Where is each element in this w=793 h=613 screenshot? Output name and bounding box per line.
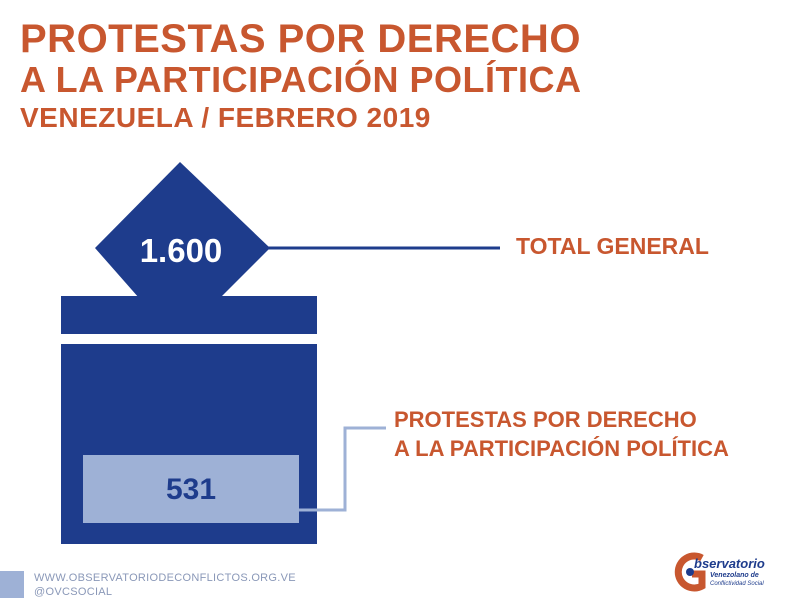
footer-accent-square bbox=[0, 571, 24, 598]
total-value-label: 1.600 bbox=[140, 232, 223, 269]
page-title-block: PROTESTAS POR DERECHO A LA PARTICIPACIÓN… bbox=[20, 18, 581, 136]
footer-social-handle[interactable]: @OVCSOCIAL bbox=[34, 586, 113, 598]
logo-line3: Conflictividad Social bbox=[710, 581, 764, 587]
footer-credits: WWW.OBSERVATORIODECONFLICTOS.ORG.VE @OVC… bbox=[34, 571, 296, 599]
subset-category-label: PROTESTAS POR DERECHO A LA PARTICIPACIÓN… bbox=[394, 405, 729, 463]
ballot-diamond bbox=[95, 162, 270, 298]
ballot-box-lid bbox=[61, 296, 317, 334]
logo-g-icon bbox=[674, 552, 706, 592]
logo-line2: Venezolano de bbox=[710, 572, 759, 579]
subset-category-label-line2: A LA PARTICIPACIÓN POLÍTICA bbox=[394, 436, 729, 461]
total-general-label: TOTAL GENERAL bbox=[516, 233, 709, 259]
subset-category-label-line1: PROTESTAS POR DERECHO bbox=[394, 407, 697, 432]
page-subtitle: VENEZUELA / FEBRERO 2019 bbox=[20, 102, 431, 133]
subset-value-bar bbox=[83, 455, 299, 523]
subset-connector-line bbox=[299, 426, 386, 512]
logo-word: bservatorio bbox=[694, 556, 765, 571]
page-title-line1: PROTESTAS POR DERECHO bbox=[20, 17, 581, 61]
subset-value-label: 531 bbox=[166, 473, 216, 506]
footer-website-link[interactable]: WWW.OBSERVATORIODECONFLICTOS.ORG.VE bbox=[34, 572, 296, 584]
page-title-line2: A LA PARTICIPACIÓN POLÍTICA bbox=[20, 59, 582, 100]
ovcs-logo: bservatorio Venezolano de Conflictividad… bbox=[672, 548, 782, 598]
